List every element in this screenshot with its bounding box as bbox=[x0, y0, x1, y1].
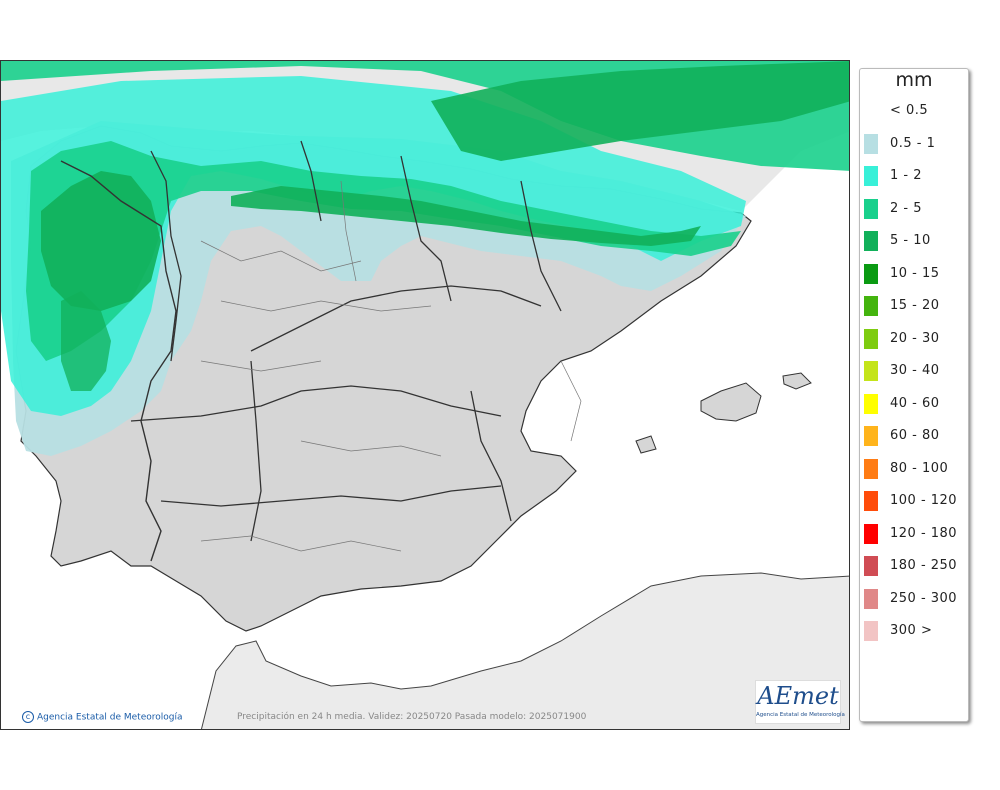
legend-panel: mm < 0.5 0.5 - 1 1 - 2 2 - 5 5 - 10 10 - 15 15… bbox=[859, 68, 969, 722]
precip-zone-portugal bbox=[61, 291, 111, 391]
legend-label: 80 - 100 bbox=[890, 460, 949, 476]
legend-swatch bbox=[864, 231, 878, 251]
legend-item: 1 - 2 bbox=[860, 166, 968, 186]
legend-item: 120 - 180 bbox=[860, 523, 968, 544]
legend-item: 80 - 100 bbox=[860, 458, 968, 479]
legend-swatch bbox=[864, 263, 878, 284]
aemet-logo-word: AEmet bbox=[757, 682, 839, 710]
legend-swatch bbox=[864, 296, 878, 316]
aemet-logo: AEmet Agencia Estatal de Meteorología bbox=[755, 680, 845, 724]
legend-item: 0.5 - 1 bbox=[860, 133, 968, 154]
legend-label: 60 - 80 bbox=[890, 428, 940, 443]
legend-label: 30 - 40 bbox=[890, 363, 940, 378]
legend-item: 60 - 80 bbox=[860, 426, 968, 446]
legend-swatch bbox=[864, 523, 878, 544]
portugal-spain-border bbox=[60, 160, 177, 562]
legend-swatch bbox=[864, 588, 878, 609]
precipitation-map bbox=[1, 61, 849, 729]
legend-swatch bbox=[864, 556, 878, 576]
legend-item: 250 - 300 bbox=[860, 588, 968, 609]
legend-label: 2 - 5 bbox=[890, 200, 922, 216]
legend-label: 100 - 120 bbox=[890, 493, 958, 508]
legend-label: 1 - 2 bbox=[890, 168, 922, 183]
precip-zone-5-10 bbox=[41, 61, 849, 311]
africa-landmass bbox=[200, 572, 849, 729]
legend-label: 120 - 180 bbox=[890, 525, 958, 541]
legend-label: 40 - 60 bbox=[890, 395, 940, 411]
legend-item: 30 - 40 bbox=[860, 361, 968, 381]
copyright-icon: c bbox=[22, 711, 34, 723]
province-borders bbox=[200, 180, 582, 552]
legend-swatch bbox=[864, 198, 878, 219]
legend-label: 20 - 30 bbox=[890, 330, 940, 346]
legend-swatch bbox=[864, 393, 878, 414]
legend-unit: mm bbox=[895, 69, 933, 91]
aemet-logo-subtitle: Agencia Estatal de Meteorología bbox=[756, 712, 845, 718]
legend-swatch bbox=[864, 621, 878, 641]
legend-label: 5 - 10 bbox=[890, 233, 931, 248]
map-caption: Precipitación en 24 h media. Validez: 20… bbox=[237, 712, 587, 722]
legend-item: 100 - 120 bbox=[860, 491, 968, 511]
legend-item: 40 - 60 bbox=[860, 393, 968, 414]
legend-label: 250 - 300 bbox=[890, 590, 958, 606]
legend-swatch bbox=[864, 361, 878, 381]
legend-item: 15 - 20 bbox=[860, 296, 968, 316]
legend-swatch bbox=[864, 166, 878, 186]
legend-swatch bbox=[864, 328, 878, 349]
legend-swatch bbox=[864, 491, 878, 511]
legend-swatch bbox=[864, 101, 878, 121]
legend-label: < 0.5 bbox=[890, 103, 929, 118]
legend-label: 0.5 - 1 bbox=[890, 135, 936, 151]
region-borders bbox=[130, 140, 562, 542]
legend-item: 180 - 250 bbox=[860, 556, 968, 576]
legend-item: 5 - 10 bbox=[860, 231, 968, 251]
legend-label: 300 > bbox=[890, 623, 933, 638]
legend-item: < 0.5 bbox=[860, 101, 968, 121]
legend-label: 15 - 20 bbox=[890, 298, 940, 313]
mallorca-island bbox=[700, 382, 762, 422]
legend-label: 180 - 250 bbox=[890, 558, 958, 573]
menorca-island bbox=[782, 372, 812, 390]
legend-label: 10 - 15 bbox=[890, 265, 940, 281]
legend-swatch bbox=[864, 133, 878, 154]
legend-item: 20 - 30 bbox=[860, 328, 968, 349]
legend-swatch bbox=[864, 426, 878, 446]
precip-zone-1-2 bbox=[1, 76, 746, 416]
copyright-text: c Agencia Estatal de Meteorología bbox=[22, 711, 183, 723]
copyright-label: Agencia Estatal de Meteorología bbox=[37, 712, 183, 723]
legend-item: 10 - 15 bbox=[860, 263, 968, 284]
map-panel bbox=[0, 60, 850, 730]
ibiza-island bbox=[635, 435, 657, 454]
legend-item: 2 - 5 bbox=[860, 198, 968, 219]
legend-swatch bbox=[864, 458, 878, 479]
legend-item: 300 > bbox=[860, 621, 968, 641]
